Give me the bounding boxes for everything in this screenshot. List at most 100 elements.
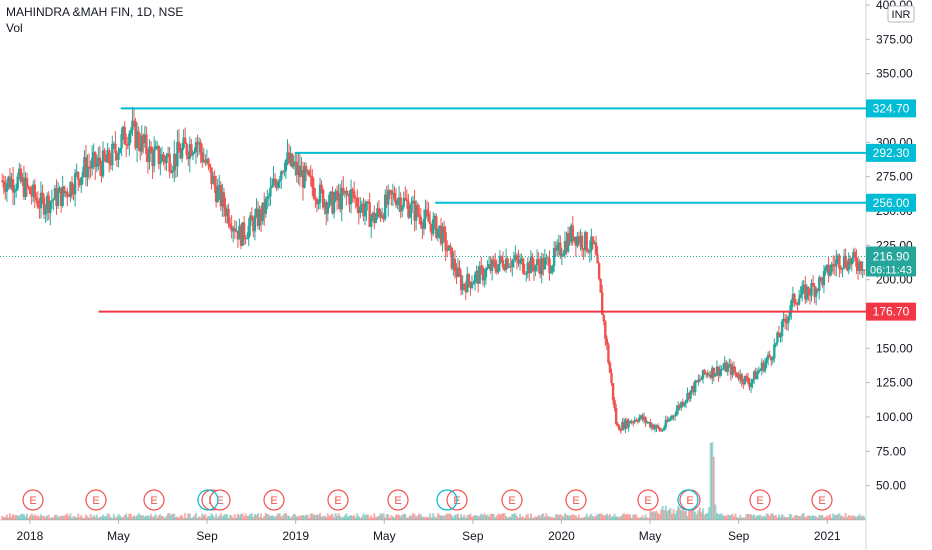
dividend-marker[interactable] — [677, 489, 699, 511]
volume-bar — [416, 515, 419, 520]
earnings-marker[interactable]: E — [679, 489, 701, 511]
volume-bar — [641, 515, 644, 520]
volume-bar — [743, 517, 746, 520]
candle-body — [788, 311, 792, 317]
volume-bar — [297, 515, 300, 520]
candle-body — [734, 371, 737, 373]
volume-bar — [812, 515, 815, 520]
earnings-marker[interactable]: E — [327, 489, 349, 511]
candle-body — [514, 255, 517, 260]
candle-body — [134, 120, 137, 149]
volume-bar — [562, 516, 565, 520]
candle-body — [703, 369, 706, 374]
earnings-marker[interactable]: E — [501, 489, 523, 511]
candle-body — [635, 419, 638, 421]
volume-bar — [269, 516, 272, 520]
candle-body — [604, 321, 607, 339]
earnings-marker[interactable]: E — [387, 489, 409, 511]
earnings-marker[interactable]: E — [811, 489, 833, 511]
candle-body — [24, 177, 27, 197]
candle-body — [748, 382, 751, 388]
candle-body — [839, 268, 843, 270]
candle-body — [382, 215, 385, 220]
volume-bar — [75, 517, 78, 520]
earnings-marker-circle — [209, 489, 231, 511]
volume-bar — [277, 513, 280, 520]
candle-body — [742, 381, 745, 384]
currency-badge[interactable] — [887, 5, 915, 23]
volume-bar — [367, 514, 370, 520]
volume-bar — [15, 515, 18, 520]
earnings-marker[interactable]: E — [209, 489, 231, 511]
candle-body — [58, 187, 61, 193]
chart-legend: MAHINDRA &MAH FIN, 1D, NSE Vol — [6, 4, 183, 36]
volume-bar — [450, 515, 453, 520]
volume-bar — [424, 517, 427, 520]
earnings-marker-label: E — [572, 495, 579, 507]
candle-body — [304, 165, 308, 173]
volume-bar — [528, 517, 531, 520]
candle-body — [123, 126, 126, 145]
dividend-marker[interactable] — [197, 489, 219, 511]
volume-bar — [753, 514, 756, 520]
earnings-marker-label: E — [216, 495, 223, 507]
candle-body — [793, 293, 796, 303]
candle-body — [816, 288, 819, 291]
candle-body — [849, 258, 852, 265]
candle-body — [49, 201, 52, 213]
volume-bar — [777, 514, 780, 520]
candle-body — [638, 417, 641, 422]
volume-bar — [486, 514, 489, 520]
candle-body — [14, 188, 18, 191]
volume-bar — [795, 514, 798, 520]
volume-bar — [810, 516, 813, 520]
earnings-marker-circle — [811, 489, 833, 511]
candle-body — [236, 230, 240, 240]
candle-body — [509, 266, 512, 268]
earnings-marker[interactable]: E — [85, 489, 107, 511]
candle-body — [221, 192, 224, 207]
candle-body — [506, 258, 509, 268]
earnings-marker[interactable]: E — [22, 489, 44, 511]
earnings-marker[interactable]: E — [263, 489, 285, 511]
volume-bar — [247, 515, 250, 520]
volume-bar — [368, 517, 371, 520]
candle-body — [507, 266, 511, 268]
candle-body — [458, 267, 461, 276]
volume-bar — [853, 516, 856, 520]
candle-body — [669, 418, 672, 420]
candle-body — [219, 184, 223, 207]
candle-body — [11, 179, 15, 193]
earnings-marker[interactable]: E — [749, 489, 771, 511]
candle-body — [385, 194, 388, 205]
candle-body — [576, 236, 579, 246]
dividend-marker[interactable] — [436, 489, 458, 511]
earnings-marker[interactable]: E — [637, 489, 659, 511]
volume-bar — [173, 513, 176, 520]
candle-body — [50, 200, 54, 202]
earnings-marker[interactable]: E — [143, 489, 165, 511]
candle-body — [258, 209, 261, 226]
candle-body — [152, 149, 156, 167]
volume-bar — [419, 514, 422, 520]
candle-body — [204, 159, 207, 163]
candle-body — [33, 184, 36, 198]
volume-bar — [593, 516, 596, 520]
volume-bar — [132, 515, 135, 520]
volume-bar — [210, 513, 213, 520]
candle-body — [707, 374, 711, 376]
volume-bar — [670, 513, 673, 520]
earnings-marker[interactable]: E — [565, 489, 587, 511]
volume-bar — [570, 515, 573, 520]
volume-bar — [564, 513, 567, 520]
candle-body — [126, 144, 129, 146]
earnings-marker-circle — [263, 489, 285, 511]
candle-body — [163, 158, 167, 164]
volume-bar — [860, 516, 863, 520]
level-price-tag — [866, 302, 916, 321]
candle-body — [416, 204, 419, 215]
candle-body — [337, 193, 340, 201]
candle-body — [309, 175, 312, 177]
